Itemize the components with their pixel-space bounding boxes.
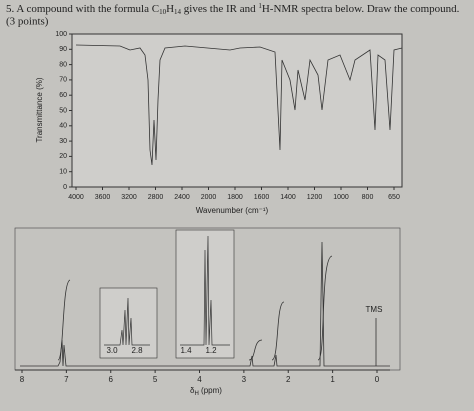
nmr-x-tick-label: 1 xyxy=(330,375,335,384)
inset-1-tick: 3.0 xyxy=(106,346,118,355)
nmr-spectrum xyxy=(20,241,390,367)
nmr-x-tick-label: 6 xyxy=(109,375,114,384)
ir-frame xyxy=(71,33,403,188)
ir-x-tick-label: 3600 xyxy=(95,194,111,201)
ir-y-tick-label: 30 xyxy=(59,138,67,145)
ir-y-tick-label: 100 xyxy=(55,31,67,38)
nmr-x-tick-label: 5 xyxy=(153,375,158,384)
ir-y-tick-label: 20 xyxy=(59,153,67,160)
ir-x-tick-label: 1400 xyxy=(280,194,296,201)
ir-x-tick-label: 3200 xyxy=(121,194,137,201)
points: (3 points) xyxy=(6,16,49,28)
nmr-x-tick-label: 7 xyxy=(64,375,69,384)
nmr-x-tick-label: 4 xyxy=(197,375,202,384)
inset-2-tick: 1.2 xyxy=(205,346,217,355)
nmr-x-tick-label: 0 xyxy=(375,375,380,384)
ir-x-tick-label: 2400 xyxy=(174,194,190,201)
ir-x-label: Wavenumber (cm⁻¹) xyxy=(196,206,269,215)
ir-x-tick-label: 1000 xyxy=(333,194,349,201)
ir-x-tick-label: 1200 xyxy=(307,194,323,201)
integration-curves xyxy=(57,255,333,361)
ir-y-tick-label: 40 xyxy=(59,123,67,130)
inset-2-tick: 1.4 xyxy=(180,346,192,355)
inset-2-peaks xyxy=(180,235,230,346)
tms-label: TMS xyxy=(366,305,383,314)
ir-y-tick-label: 60 xyxy=(59,92,67,99)
inset-2 xyxy=(175,229,235,359)
nmr-x-tick-label: 8 xyxy=(20,375,25,384)
ir-x-tick-label: 1800 xyxy=(227,194,243,201)
inset-1-tick: 2.8 xyxy=(131,346,143,355)
ir-y-tick-label: 80 xyxy=(59,61,67,68)
ir-spectrum xyxy=(75,44,403,166)
ir-y-tick-label: 50 xyxy=(59,107,67,114)
ir-x-tick-label: 2800 xyxy=(148,194,164,201)
nmr-x-label: δH (ppm) xyxy=(190,386,222,396)
nmr-x-tick-label: 3 xyxy=(242,375,247,384)
ir-y-tick-label: 0 xyxy=(63,184,67,191)
ir-x-tick-label: 4000 xyxy=(68,194,84,201)
ir-x-tick-label: 2000 xyxy=(201,194,217,201)
ir-y-tick-label: 10 xyxy=(59,169,67,176)
ir-y-label: Transmittance (%) xyxy=(35,77,44,142)
ir-y-tick-label: 70 xyxy=(59,77,67,84)
ir-y-tick-label: 90 xyxy=(59,46,67,53)
nmr-x-tick-label: 2 xyxy=(286,375,291,384)
ir-x-tick-label: 650 xyxy=(388,194,400,201)
ir-x-tick-label: 800 xyxy=(362,194,374,201)
inset-1-peaks xyxy=(104,297,150,346)
ir-x-tick-label: 1600 xyxy=(254,194,270,201)
question-line: 5. A compound with the formula C10H14 gi… xyxy=(6,2,460,16)
